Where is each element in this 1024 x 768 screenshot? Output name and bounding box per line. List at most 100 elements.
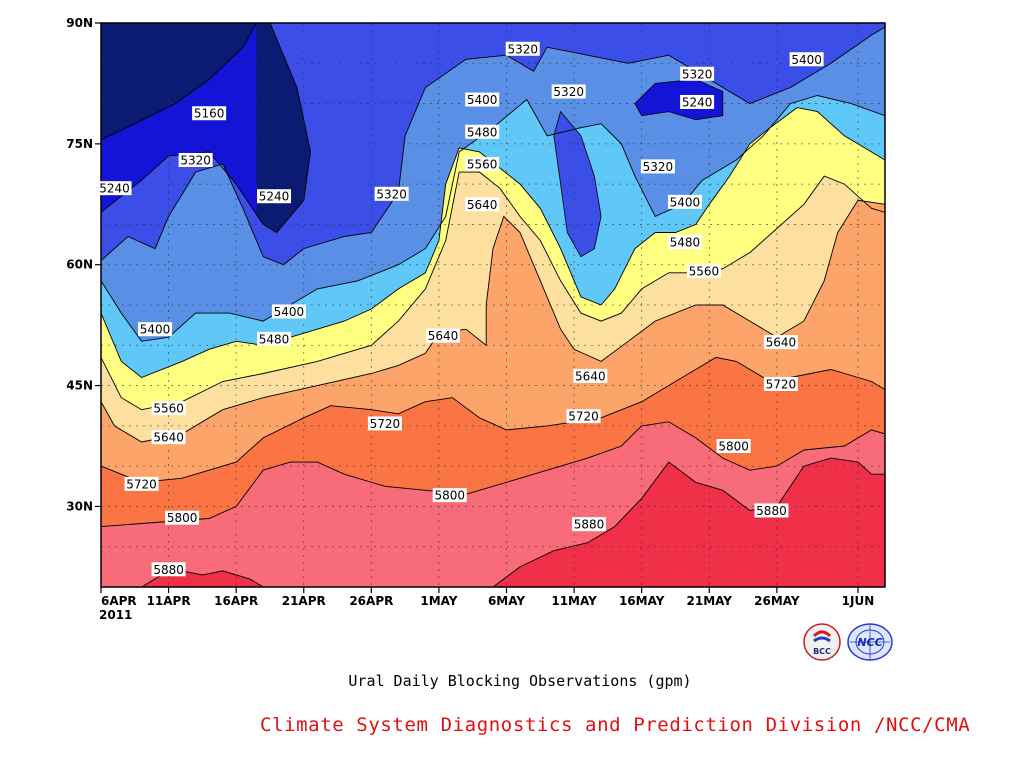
contour-label-bg [124,476,159,491]
plot-frame [100,22,886,588]
contour-5560 [101,171,885,411]
contour-label: 5400 [138,322,173,337]
x-tick-label: 6MAY [488,594,525,608]
contour-label: 5320 [640,159,675,174]
contour-label: 5400 [465,92,500,107]
contour-label-text: 5640 [153,431,184,445]
contour-label-bg [465,157,500,171]
contour-label: 5800 [716,439,751,454]
contour-label: 5880 [754,503,789,518]
contour-label: 5560 [465,157,500,172]
contour-label: 5640 [425,328,460,343]
contour-5320 [101,26,885,266]
x-year-label: 2011 [99,608,132,622]
contour-label: 5720 [763,376,798,391]
contour-label: 5400 [667,194,702,209]
contour-label: 5400 [271,304,306,319]
x-tick-label: 11MAY [551,594,597,608]
contour-label-text: 5320 [180,153,211,167]
contour-label-bg [571,517,606,532]
contour-label-bg [165,510,200,525]
contour-label-bg [97,181,132,196]
contour-label-text: 5320 [376,187,407,201]
contour-5640 [101,199,885,443]
contour-label-text: 5640 [575,369,606,383]
contour-label-text: 5880 [756,504,787,518]
contour-label-text: 5720 [370,417,401,431]
y-tick-label: 30N [66,499,93,513]
contour-5400 [101,95,885,342]
contour-label-text: 5400 [274,305,305,319]
contour-label: 5720 [566,409,601,424]
contour-label-bg [640,159,675,174]
contour-label-bg [505,41,540,56]
contour-label-text: 5480 [670,236,701,250]
y-tick-label: 75N [66,137,93,151]
contour-label-text: 5800 [434,489,465,503]
contour-bands [101,23,885,587]
contour-label-text: 5480 [259,332,290,346]
y-tick-label: 90N [66,16,93,30]
contour-label-bg [192,106,227,121]
contour-label-text: 5160 [194,107,225,121]
contour-label: 5560 [686,264,721,279]
contour-label: 5640 [151,430,186,445]
contour-label-bg [686,264,721,279]
contour-label-bg [680,94,715,109]
contour-label: 5320 [680,66,715,81]
contour-label-text: 5400 [140,323,171,337]
contour-label-text: 5240 [99,182,130,196]
x-tick-label: 1JUN [842,594,875,608]
x-tick-label: 26APR [349,594,393,608]
contour-label: 5880 [571,517,606,532]
contour-label: 5480 [667,235,702,250]
contour-label-text: 5560 [467,158,498,172]
chart-title: Ural Daily Blocking Observations (gpm) [348,672,692,690]
bcc-logo-text: BCC [813,647,831,656]
contour-label-bg [551,84,586,99]
x-tick-label: 16MAY [619,594,665,608]
contour-label-text: 5320 [682,67,713,81]
contour-labels: 5160 5240 5320 5240 5320 5320 5320 5400 5480 5560… [97,41,824,577]
contour-5160 [101,23,257,141]
x-tick-label: 16APR [214,594,258,608]
contour-label-text: 5720 [568,410,599,424]
contour-label-bg [763,376,798,391]
contour-label-bg [271,304,306,319]
contour-label-bg [680,66,715,81]
contour-label-text: 5640 [428,329,459,343]
contour-label-text: 5800 [718,440,749,454]
contour-label: 5320 [178,152,213,167]
contour-label: 5640 [465,197,500,212]
contour-label: 5800 [165,510,200,525]
contour-label-text: 5560 [153,402,184,416]
x-tick-label: 6APR [101,594,137,608]
contour-label: 5880 [151,562,186,577]
contour-label-bg [763,335,798,350]
contour-label: 5240 [257,189,292,204]
contour-label: 5160 [192,106,227,121]
contour-lines [101,23,885,587]
contour-label-text: 5800 [167,511,198,525]
contour-label: 5240 [680,94,715,109]
contour-label: 5400 [789,52,824,67]
contour-label-text: 5400 [670,195,701,209]
contour-label: 5320 [505,41,540,56]
contour-label-bg [374,186,409,201]
contour-label: 5480 [465,124,500,139]
contour-label-bg [789,52,824,67]
contour-5800 [101,421,885,528]
contour-label: 5240 [97,181,132,196]
contour-label-bg [465,197,500,212]
x-tick-label: 21APR [282,594,326,608]
contour-label-text: 5320 [507,42,538,56]
contour-label: 5320 [551,84,586,99]
contour-label-bg [465,92,500,107]
contour-label-bg [178,152,213,167]
contour-label-bg [151,401,186,416]
contour-label-bg [432,488,467,503]
contour-label-text: 5640 [467,198,498,212]
contour-label-text: 5240 [682,95,713,109]
contour-label-text: 5480 [467,125,498,139]
